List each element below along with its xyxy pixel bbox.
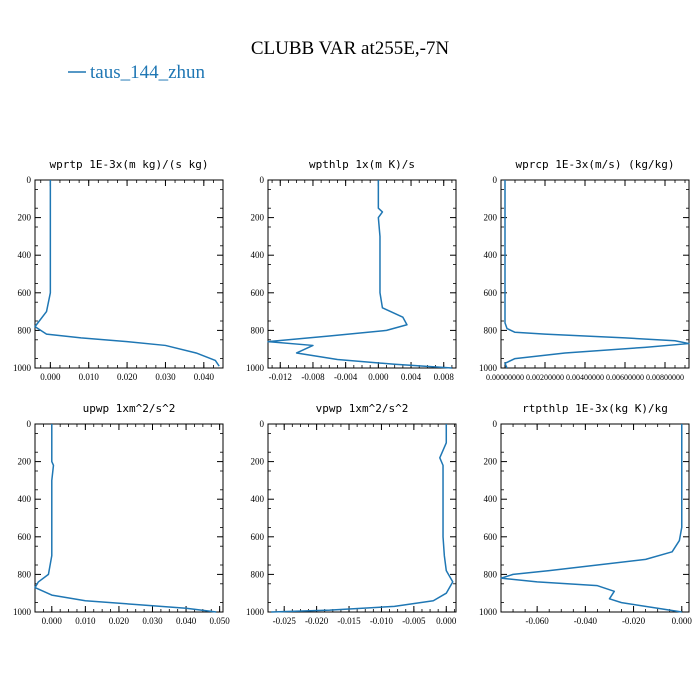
y-tick-label: 800 — [18, 325, 32, 335]
x-tick-label: 0.00400000 — [566, 373, 604, 382]
panel-3: wprcp 1E-3x(m/s) (kg/kg) 0 200 400 600 800 100… — [479, 158, 690, 382]
x-tick-label: 0.040 — [194, 372, 215, 382]
series-line-1 — [271, 424, 454, 613]
x-tick-label: -0.015 — [337, 616, 361, 626]
y-tick-label: 400 — [251, 250, 265, 260]
y-tick-label: 1000 — [246, 607, 265, 617]
x-tick-label: -0.060 — [526, 616, 550, 626]
legend-label: taus_144_zhun — [90, 62, 206, 83]
panel-title: vpwp 1xm^2/s^2 — [316, 402, 409, 415]
y-tick-label: 400 — [18, 250, 32, 260]
x-tick-label: 0.020 — [109, 616, 130, 626]
x-tick-label: 0.010 — [79, 372, 100, 382]
x-tick-label: -0.020 — [622, 616, 646, 626]
x-tick-label: 0.008 — [434, 372, 455, 382]
x-tick-label: 0.000 — [672, 616, 693, 626]
panel-title: wprtp 1E-3x(m kg)/(s kg) — [50, 158, 209, 171]
y-tick-label: 600 — [18, 288, 32, 298]
panel-2: wpthlp 1x(m K)/s02004006008001000-0.012-… — [246, 158, 457, 382]
series-line-1 — [34, 180, 220, 367]
panel-title: wpthlp 1x(m K)/s — [309, 158, 415, 171]
x-tick-label: -0.040 — [574, 616, 598, 626]
x-tick-label: 0.000 — [40, 372, 61, 382]
y-tick-label: 800 — [484, 325, 498, 335]
x-tick-label: 0.000 — [368, 372, 389, 382]
x-tick-label: 0.050 — [210, 616, 231, 626]
x-tick-label: 0.020 — [117, 372, 138, 382]
x-tick-label: 0.030 — [155, 372, 176, 382]
x-tick-label: 0.00200000 — [526, 373, 564, 382]
y-tick-label: 0 — [493, 175, 498, 185]
y-tick-label: 400 — [484, 494, 498, 504]
y-tick-label: 200 — [251, 457, 265, 467]
panel-1: wprtp 1E-3x(m kg)/(s kg) 0 200 400 600 800 100… — [13, 158, 224, 382]
x-tick-label: 0.00000000 — [486, 373, 524, 382]
x-tick-label: 0.00800000 — [646, 373, 684, 382]
y-tick-label: 200 — [251, 213, 265, 223]
y-tick-label: 200 — [484, 457, 498, 467]
panel-4: upwp 1xm^2/s^2 0 200 400 600 800 1000 0.000 0.01… — [13, 402, 230, 626]
x-tick-label: -0.020 — [305, 616, 329, 626]
y-tick-label: 800 — [251, 569, 265, 579]
figure-title: CLUBB VAR at255E,-7N — [251, 38, 450, 59]
y-tick-label: 800 — [484, 569, 498, 579]
panel-frame — [34, 179, 224, 369]
x-tick-label: 0.030 — [142, 616, 163, 626]
x-tick-label: 0.040 — [176, 616, 197, 626]
y-tick-label: 600 — [484, 532, 498, 542]
panel-grid: wprtp 1E-3x(m kg)/(s kg) 0 200 400 600 800 100… — [13, 158, 692, 626]
y-tick-label: 200 — [18, 457, 32, 467]
y-tick-label: 1000 — [479, 363, 498, 373]
y-tick-label: 200 — [484, 213, 498, 223]
series-line-1 — [500, 424, 683, 613]
y-tick-label: 600 — [251, 532, 265, 542]
panel-title: wprcp 1E-3x(m/s) (kg/kg) — [516, 158, 675, 171]
x-tick-label: 0.000 — [42, 616, 63, 626]
y-tick-label: 0 — [27, 175, 32, 185]
y-tick-label: 800 — [251, 325, 265, 335]
x-tick-label: 0.010 — [75, 616, 96, 626]
y-tick-label: 400 — [484, 250, 498, 260]
y-tick-label: 0 — [27, 419, 32, 429]
x-tick-label: -0.025 — [273, 616, 297, 626]
y-tick-label: 1000 — [13, 363, 32, 373]
y-tick-label: 200 — [18, 213, 32, 223]
y-tick-label: 1000 — [246, 363, 265, 373]
panel-title: rtpthlp 1E-3x(kg K)/kg — [522, 402, 668, 415]
y-tick-label: 400 — [18, 494, 32, 504]
series-line-1 — [504, 180, 690, 369]
panel-frame — [500, 423, 690, 613]
y-tick-label: 600 — [484, 288, 498, 298]
y-tick-label: 0 — [493, 419, 498, 429]
y-tick-label: 800 — [18, 569, 32, 579]
x-tick-label: -0.008 — [301, 372, 325, 382]
panel-frame — [34, 423, 224, 613]
x-tick-label: -0.004 — [334, 372, 358, 382]
y-tick-label: 0 — [260, 175, 265, 185]
x-tick-label: -0.010 — [370, 616, 394, 626]
y-tick-label: 1000 — [479, 607, 498, 617]
x-tick-label: 0.004 — [401, 372, 422, 382]
x-tick-label: -0.012 — [269, 372, 292, 382]
y-tick-label: 1000 — [13, 607, 32, 617]
y-tick-label: 600 — [18, 532, 32, 542]
series-line-1 — [267, 180, 452, 369]
series-line-1 — [34, 424, 217, 613]
panel-6: rtpthlp 1E-3x(kg K)/kg 0 200 400 600 800 1000 -… — [479, 402, 692, 626]
x-tick-label: 0.00600000 — [606, 373, 644, 382]
y-tick-label: 0 — [260, 419, 265, 429]
y-tick-label: 600 — [251, 288, 265, 298]
panel-frame — [267, 423, 457, 613]
x-tick-label: 0.000 — [436, 616, 457, 626]
panel-title: upwp 1xm^2/s^2 — [83, 402, 176, 415]
x-tick-label: -0.005 — [402, 616, 426, 626]
panel-5: vpwp 1xm^2/s^2 0 200 400 600 800 1000 -0.025 -0.… — [246, 402, 457, 626]
y-tick-label: 400 — [251, 494, 265, 504]
